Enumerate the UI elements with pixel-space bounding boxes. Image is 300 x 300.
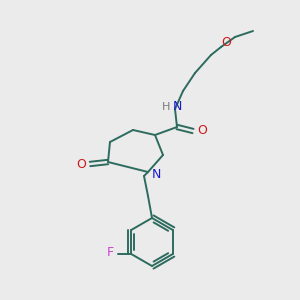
Text: N: N — [172, 100, 182, 113]
Text: N: N — [151, 167, 161, 181]
Text: H: H — [162, 102, 170, 112]
Text: O: O — [221, 35, 231, 49]
Text: O: O — [197, 124, 207, 137]
Text: O: O — [76, 158, 86, 170]
Text: F: F — [107, 247, 114, 260]
